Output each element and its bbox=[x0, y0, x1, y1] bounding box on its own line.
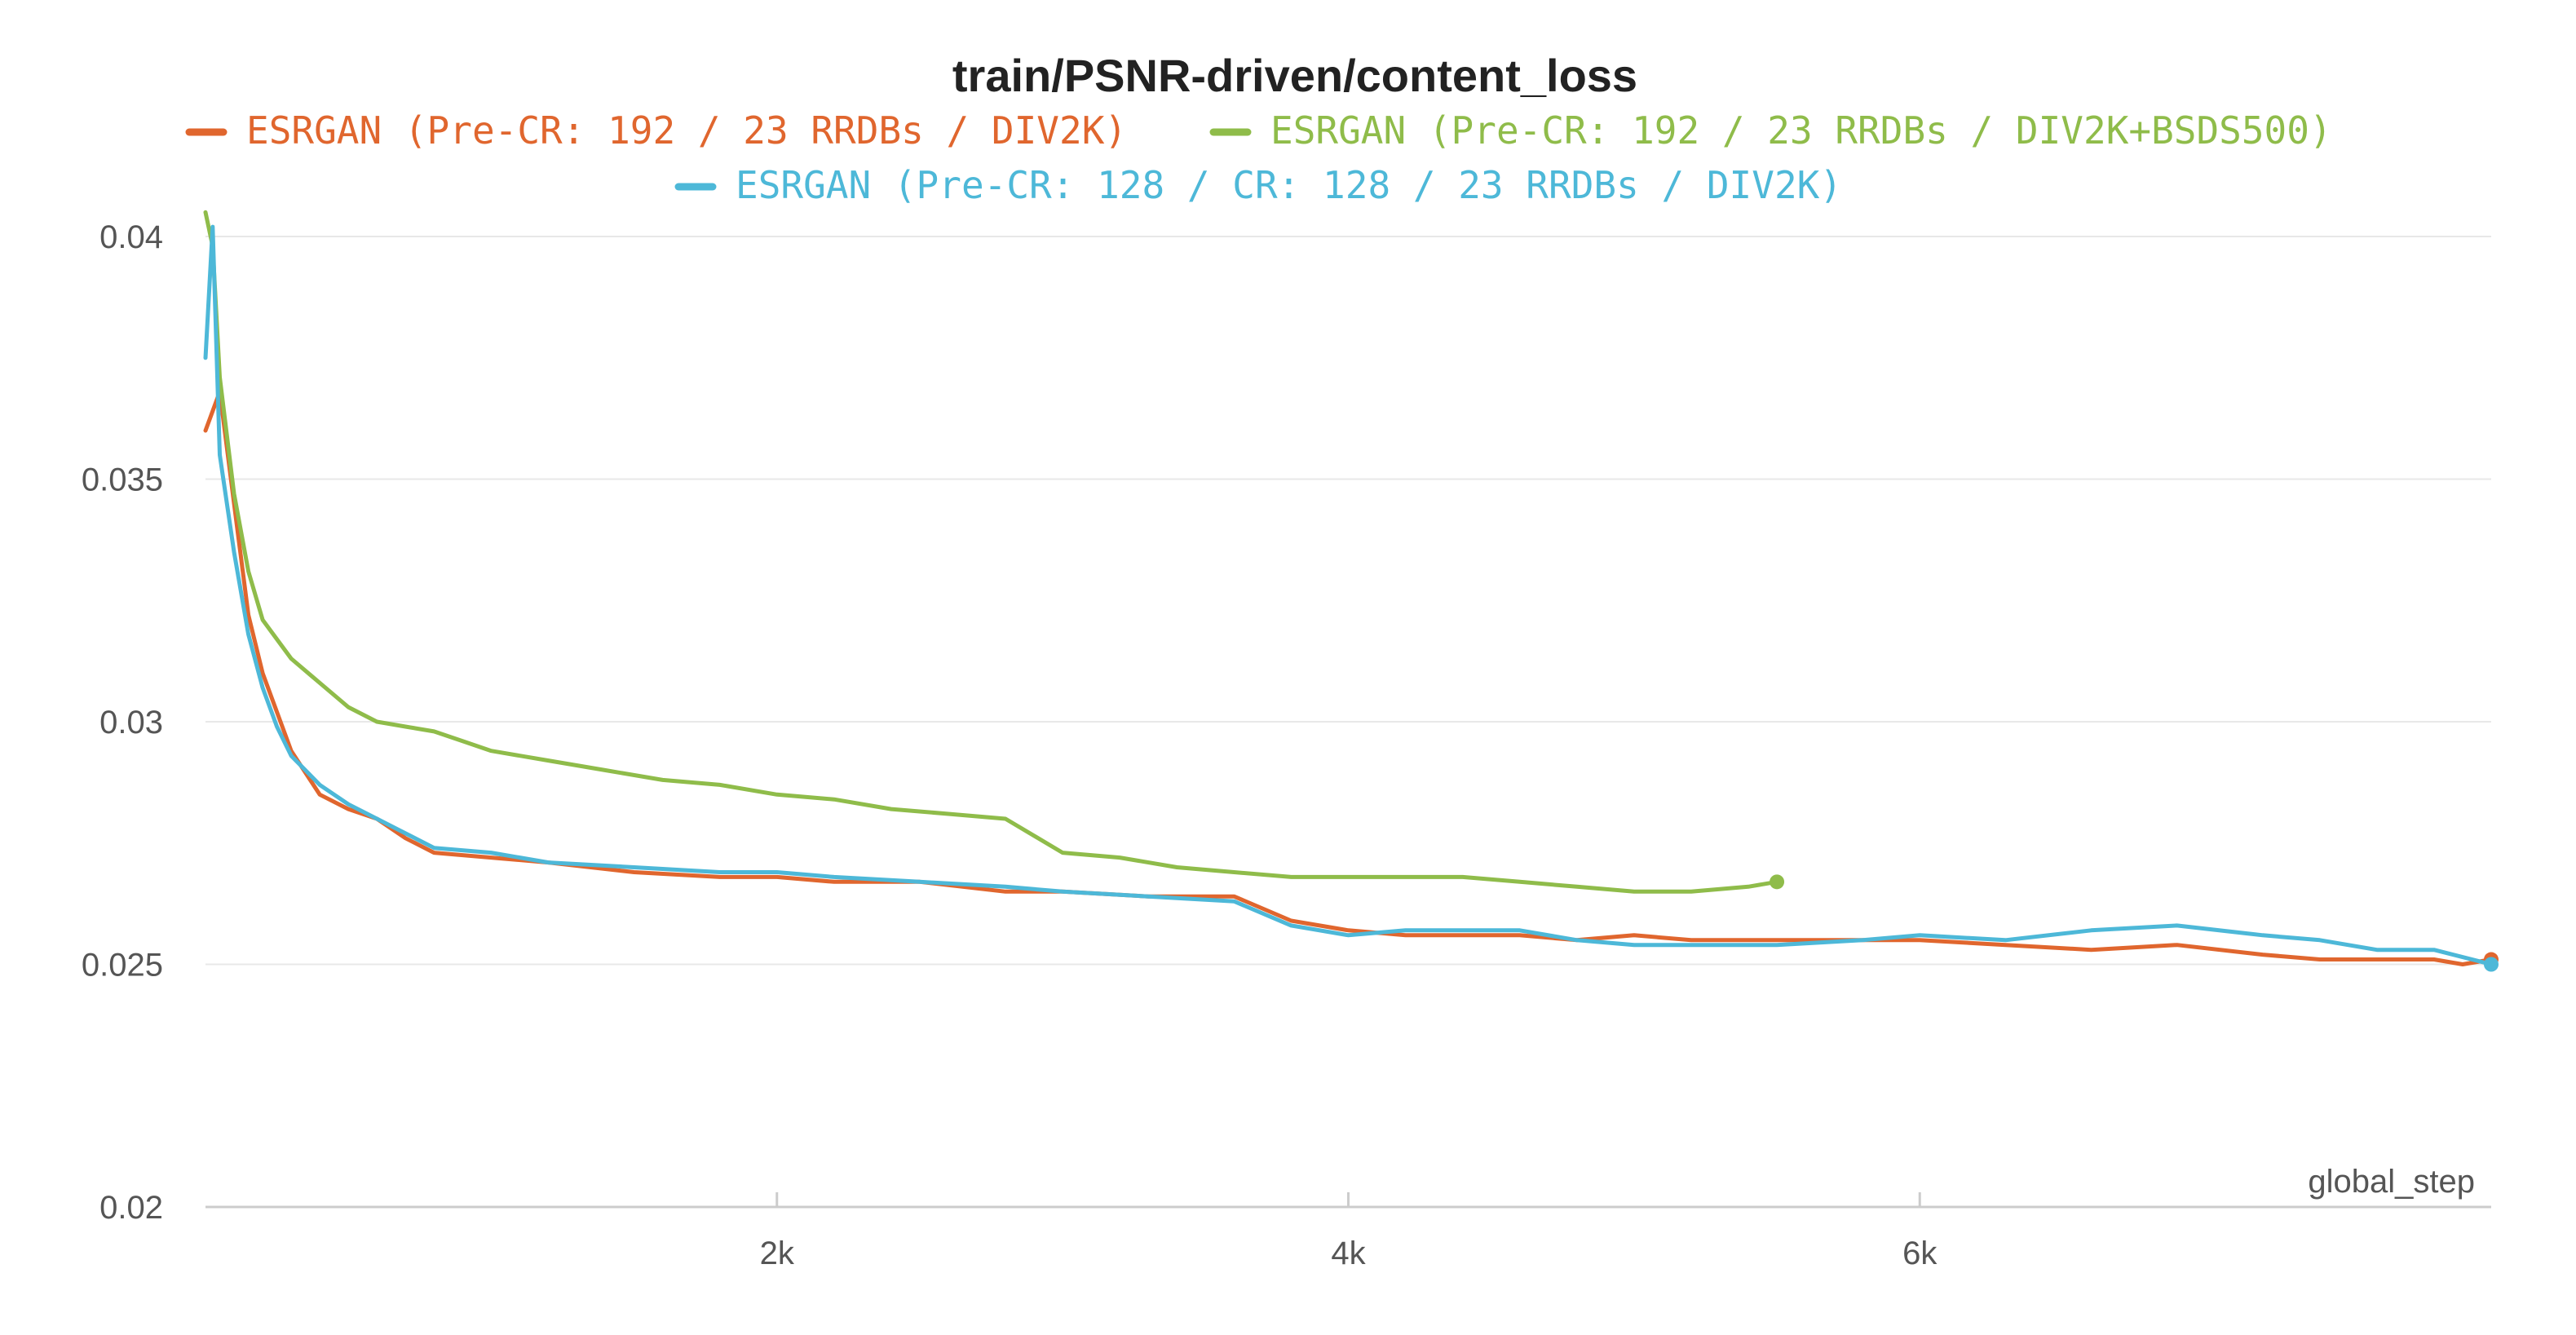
x-tick-label: 2k bbox=[760, 1236, 795, 1271]
series-line-blue[interactable] bbox=[203, 224, 2494, 966]
series-line-green[interactable] bbox=[203, 210, 1779, 894]
x-tick-label: 4k bbox=[1331, 1236, 1366, 1271]
series-end-point[interactable] bbox=[2484, 957, 2499, 972]
y-tick-label: 0.025 bbox=[82, 948, 163, 984]
y-axis: 0.02 0.025 0.03 0.035 0.04 bbox=[82, 219, 163, 1226]
x-axis-title: global_step bbox=[2308, 1164, 2475, 1200]
legend-label[interactable]: ESRGAN (Pre-CR: 128 / CR: 128 / 23 RRDBs… bbox=[736, 163, 1842, 207]
y-tick-label: 0.035 bbox=[82, 462, 163, 498]
series-end-point[interactable] bbox=[1770, 874, 1785, 890]
grid bbox=[205, 236, 2491, 966]
y-tick-label: 0.03 bbox=[99, 705, 163, 740]
x-tick-label: 6k bbox=[1902, 1236, 1938, 1271]
y-tick-label: 0.04 bbox=[99, 219, 163, 255]
y-tick-label: 0.02 bbox=[99, 1190, 163, 1226]
chart-title: train/PSNR-driven/content_loss bbox=[952, 50, 1637, 101]
x-axis: 2k 4k 6k bbox=[205, 1192, 2491, 1271]
legend-label[interactable]: ESRGAN (Pre-CR: 192 / 23 RRDBs / DIV2K) bbox=[246, 108, 1127, 153]
series-group[interactable] bbox=[203, 210, 2499, 972]
legend[interactable]: ESRGAN (Pre-CR: 192 / 23 RRDBs / DIV2K) E… bbox=[185, 108, 2332, 207]
legend-label[interactable]: ESRGAN (Pre-CR: 192 / 23 RRDBs / DIV2K+B… bbox=[1270, 108, 2332, 153]
